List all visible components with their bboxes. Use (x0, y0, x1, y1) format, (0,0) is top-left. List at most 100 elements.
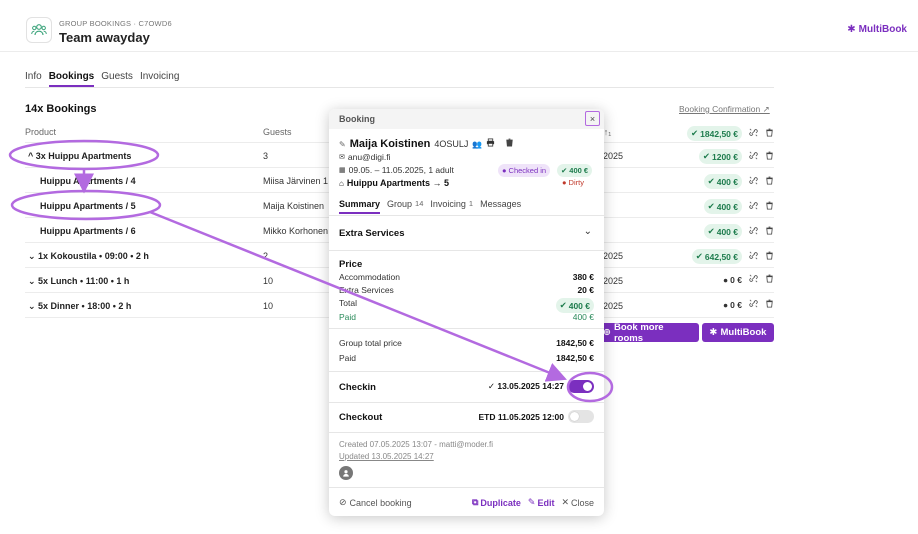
checkin-toggle[interactable] (568, 380, 594, 393)
price-line-value: 20 € (577, 285, 594, 295)
section-divider (329, 328, 604, 329)
trash-icon[interactable] (765, 128, 774, 140)
price-title: Price (339, 259, 363, 270)
check-circle-icon: ✔ (561, 166, 568, 175)
row-date: 2025 (603, 301, 624, 311)
guest-name[interactable]: Maija Koistinen (349, 138, 431, 150)
checkout-row: ETD 11.05.2025 12:00 (478, 410, 594, 423)
price-line-accommodation: Accommodation 380 € (339, 272, 594, 282)
multibook-header-button[interactable]: ✱ MultiBook (847, 24, 907, 35)
unlink-icon[interactable] (749, 128, 758, 140)
bookings-count-title: 14x Bookings (25, 103, 97, 115)
trash-icon[interactable] (765, 299, 774, 311)
tab-invoicing-label: Invoicing (430, 199, 466, 209)
tab-bookings[interactable]: Bookings (48, 71, 95, 87)
created-info: Created 07.05.2025 13:07 - matti@moder.f… (339, 440, 493, 449)
unlink-icon[interactable] (749, 226, 758, 238)
tab-guests[interactable]: Guests (101, 71, 133, 82)
row-guests: 2 (263, 251, 269, 261)
row-price-badge: ✔ 400 € (703, 174, 742, 189)
unlink-icon[interactable] (749, 201, 758, 213)
updated-info[interactable]: Updated 13.05.2025 14:27 (339, 452, 434, 461)
pencil-icon: ✎ (527, 497, 536, 507)
trash-icon[interactable] (765, 151, 774, 163)
book-more-rooms-label: Book more rooms (613, 321, 664, 344)
booking-price-value: 400 € (569, 166, 589, 175)
unlink-icon[interactable] (749, 299, 758, 311)
column-date-sort[interactable]: '↑₁ (602, 127, 612, 137)
row-product[interactable]: ^ 3x Huippu Apartments (28, 151, 132, 161)
edit-button[interactable]: ✎ Edit (528, 497, 555, 508)
tab-invoicing[interactable]: Invoicing (139, 71, 180, 82)
unlink-icon[interactable] (749, 274, 758, 286)
row-actions: ✔ 400 € (703, 224, 774, 239)
booking-price-badge: ✔ 400 € (557, 164, 593, 177)
price-line-label: Extra Services (339, 285, 394, 295)
trash-icon[interactable] (765, 274, 774, 286)
row-product[interactable]: Huippu Apartments / 5 (40, 201, 136, 211)
row-product[interactable]: Huippu Apartments / 6 (40, 226, 136, 236)
tab-summary[interactable]: Summary (339, 199, 381, 214)
row-price: 400 € (716, 201, 738, 212)
row-product[interactable]: Huippu Apartments / 4 (40, 176, 136, 186)
print-icon[interactable] (486, 138, 495, 150)
tab-group[interactable]: Group 14 (387, 199, 423, 214)
total-price-badge: ✔ 1842,50 € (687, 126, 742, 141)
room-name: Huippu Apartments → 5 (346, 178, 450, 188)
avatar (339, 466, 353, 480)
close-button[interactable]: ✕ Close (561, 497, 594, 508)
row-date: 2025 (603, 276, 624, 286)
guest-email: anu@digi.fi (347, 152, 391, 162)
close-icon[interactable]: × (585, 111, 600, 126)
trash-icon[interactable] (765, 251, 774, 263)
tab-group-count: 14 (415, 199, 424, 208)
unlink-icon[interactable] (749, 251, 758, 263)
unlink-icon[interactable] (749, 151, 758, 163)
row-product[interactable]: ⌄ 5x Lunch • 11:00 • 1 h (28, 276, 130, 286)
row-guests: Mikko Korhonen (263, 226, 329, 236)
row-actions: ✔ 400 € (703, 199, 774, 214)
dirty-badge[interactable]: ● Dirty (562, 178, 584, 187)
duplicate-button[interactable]: ⧉ Duplicate (472, 497, 521, 508)
people-icon[interactable]: 👥 (472, 139, 483, 149)
multibook-button[interactable]: ✱ MultiBook (702, 323, 774, 342)
row-product[interactable]: ⌄ 5x Dinner • 18:00 • 2 h (28, 301, 132, 311)
row-product[interactable]: ⌄ 1x Kokoustila • 09:00 • 2 h (28, 251, 149, 261)
check-circle-icon: ✔ (702, 151, 710, 161)
multibook-label: MultiBook (858, 24, 907, 35)
checkout-label: Checkout (339, 412, 383, 423)
booking-confirmation-link[interactable]: Booking Confirmation ↗ (679, 104, 770, 114)
trash-icon[interactable] (505, 138, 514, 150)
tab-messages[interactable]: Messages (480, 199, 521, 214)
unlink-icon[interactable] (749, 176, 758, 188)
trash-icon[interactable] (765, 226, 774, 238)
app-header: GROUP BOOKINGS · C7OWD6 Team awayday ✱ M… (0, 0, 918, 52)
cancel-booking-button[interactable]: ⊘ Cancel booking (339, 497, 412, 508)
row-actions: ✔ 1200 € (698, 149, 774, 164)
checked-in-badge: ● Checked in (498, 164, 551, 177)
row-price: 0 € (730, 300, 742, 310)
row-price: 400 € (716, 226, 738, 237)
column-guests: Guests (263, 127, 292, 137)
book-more-rooms-button[interactable]: ⊕ Book more rooms (597, 321, 699, 344)
tab-invoicing-count: 1 (468, 199, 474, 208)
row-guests: Miisa Järvinen 1 (263, 176, 329, 186)
section-divider (329, 487, 604, 488)
check-circle-icon: ✔ (707, 176, 715, 186)
booking-modal: Booking × ✎ Maija Koistinen 4OSULJ 👥 ✉ a… (329, 109, 604, 516)
paid-label: Paid (339, 312, 357, 322)
trash-icon[interactable] (765, 176, 774, 188)
trash-icon[interactable] (765, 201, 774, 213)
toggle-knob (570, 412, 579, 421)
row-price-badge: ✔ 400 € (703, 199, 742, 214)
pencil-icon[interactable]: ✎ (339, 139, 346, 149)
row-actions: ● 0 € (723, 299, 774, 311)
checkout-toggle[interactable] (568, 410, 594, 423)
price-line-label: Accommodation (339, 272, 400, 282)
chevron-down-icon[interactable]: ⌄ (583, 226, 592, 237)
tab-invoicing[interactable]: Invoicing 1 (430, 199, 473, 214)
stay-dates-row: ▦ 09.05. – 11.05.2025, 1 adult (339, 165, 454, 175)
guest-email-row: ✉ anu@digi.fi (339, 152, 391, 162)
tab-info[interactable]: Info (25, 71, 42, 82)
extra-services-title[interactable]: Extra Services (339, 228, 405, 239)
